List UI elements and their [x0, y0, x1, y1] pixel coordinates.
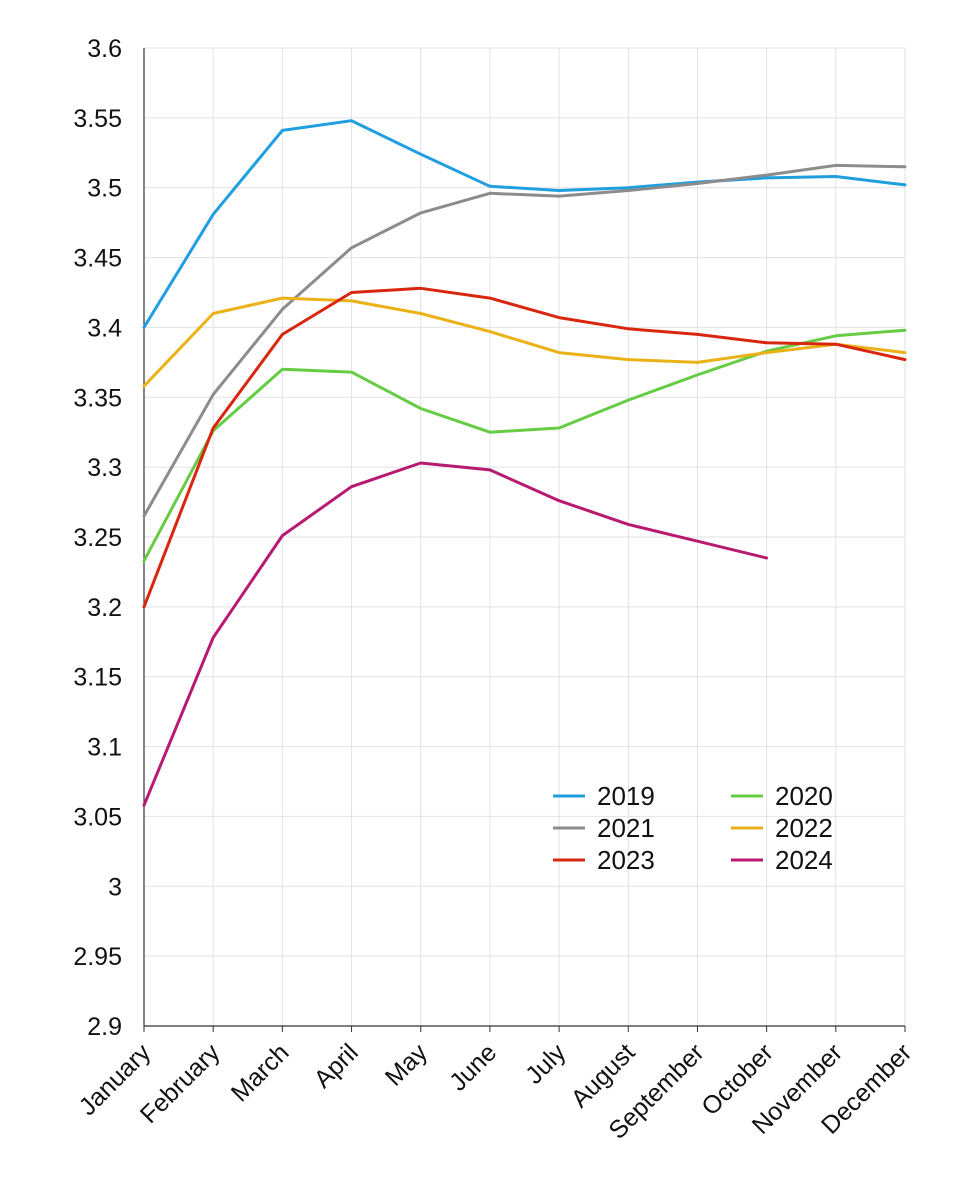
y-tick-label: 3.35	[73, 384, 122, 412]
x-tick-label: April	[309, 1038, 364, 1093]
series-line-2020	[142, 328, 907, 563]
y-tick-label: 3.55	[73, 105, 122, 133]
y-tick-label: 3.4	[87, 314, 122, 342]
legend-label-2022: 2022	[775, 813, 833, 843]
y-tick-label: 3.1	[87, 734, 122, 762]
y-tick-label: 2.9	[87, 1013, 122, 1041]
axes	[143, 48, 906, 1032]
y-axis-ticks: 3.6 3.55 3.5 3.45 3.4 3.35 3.3 3.25 3.2 3.15 3.1 3.…	[73, 35, 122, 1041]
legend: 2019 2020 2021 2022 2023 2024	[553, 781, 833, 875]
y-tick-label: 3.15	[73, 664, 122, 692]
series-line-2023	[142, 286, 907, 609]
y-tick-label: 3.45	[73, 245, 122, 273]
y-tick-label: 3.5	[87, 175, 122, 203]
y-tick-label: 3.2	[87, 594, 122, 622]
y-tick-label: 3	[108, 873, 122, 901]
x-tick-label: June	[444, 1038, 502, 1096]
legend-label-2020: 2020	[775, 781, 833, 811]
y-tick-label: 3.05	[73, 803, 122, 831]
legend-label-2021: 2021	[597, 813, 655, 843]
x-tick-label: May	[380, 1038, 434, 1092]
legend-label-2023: 2023	[597, 845, 655, 875]
legend-label-2024: 2024	[775, 845, 833, 875]
series-line-2019	[142, 119, 907, 329]
y-tick-label: 3.25	[73, 524, 122, 552]
y-tick-label: 3.3	[87, 454, 122, 482]
y-tick-label: 2.95	[73, 943, 122, 971]
legend-label-2019: 2019	[597, 781, 655, 811]
series-line-2024	[142, 461, 769, 807]
series-lines	[142, 119, 907, 807]
series-line-2021	[142, 163, 907, 518]
x-tick-label: July	[520, 1038, 572, 1090]
x-tick-label: March	[226, 1038, 295, 1107]
y-tick-label: 3.6	[87, 35, 122, 63]
series-line-2022	[142, 296, 907, 388]
